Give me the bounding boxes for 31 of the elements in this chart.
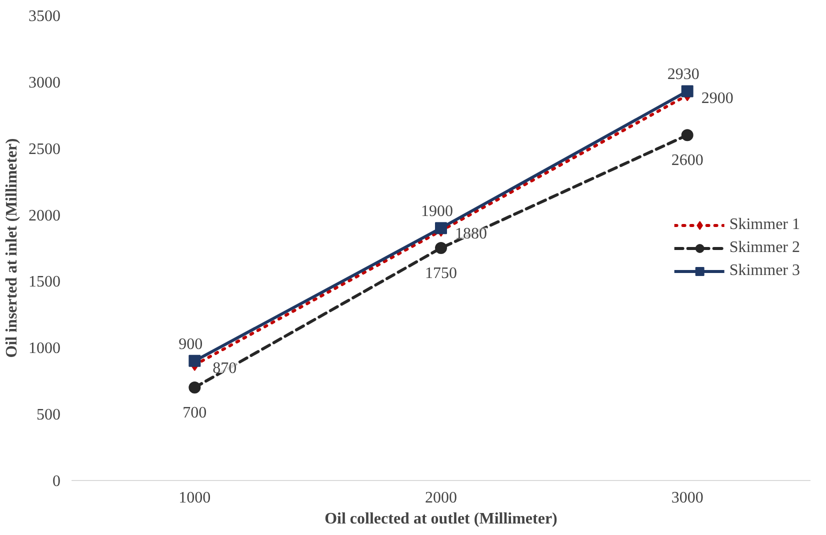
point xyxy=(681,129,694,142)
data-label: 2900 xyxy=(701,90,734,108)
y-tick-label: 2000 xyxy=(28,207,60,224)
data-label: 2930 xyxy=(667,66,700,84)
x-tick-label: 2000 xyxy=(425,490,457,506)
data-label: 1880 xyxy=(455,226,487,243)
data-label: 1900 xyxy=(421,203,453,220)
y-tick-label: 2500 xyxy=(28,140,60,158)
point xyxy=(188,382,201,394)
y-axis-title: Oil inserted at inlet (Millimeter) xyxy=(4,138,20,358)
legend-label: Skimmer 1 xyxy=(729,216,800,234)
data-label: 700 xyxy=(182,404,207,422)
point xyxy=(681,85,694,98)
data-label: 870 xyxy=(212,360,237,377)
data-label: 1750 xyxy=(425,265,457,282)
y-tick-label: 500 xyxy=(36,406,60,424)
point xyxy=(435,222,447,234)
y-tick-label: 3000 xyxy=(28,74,60,92)
data-label: 900 xyxy=(178,336,203,353)
x-tick-label: 1000 xyxy=(178,490,211,506)
legend-label: Skimmer 3 xyxy=(729,262,800,280)
y-tick-label: 0 xyxy=(52,473,60,490)
y-tick-label: 3500 xyxy=(28,8,60,25)
y-tick-label: 1500 xyxy=(28,274,60,291)
x-tick-label: 3000 xyxy=(671,490,704,506)
data-label: 2600 xyxy=(671,152,704,170)
point xyxy=(188,354,201,367)
y-tick-label: 1000 xyxy=(28,340,60,358)
point xyxy=(435,242,447,254)
x-axis-title: Oil collected at outlet (Millimeter) xyxy=(324,510,558,528)
legend-label: Skimmer 2 xyxy=(729,238,800,256)
